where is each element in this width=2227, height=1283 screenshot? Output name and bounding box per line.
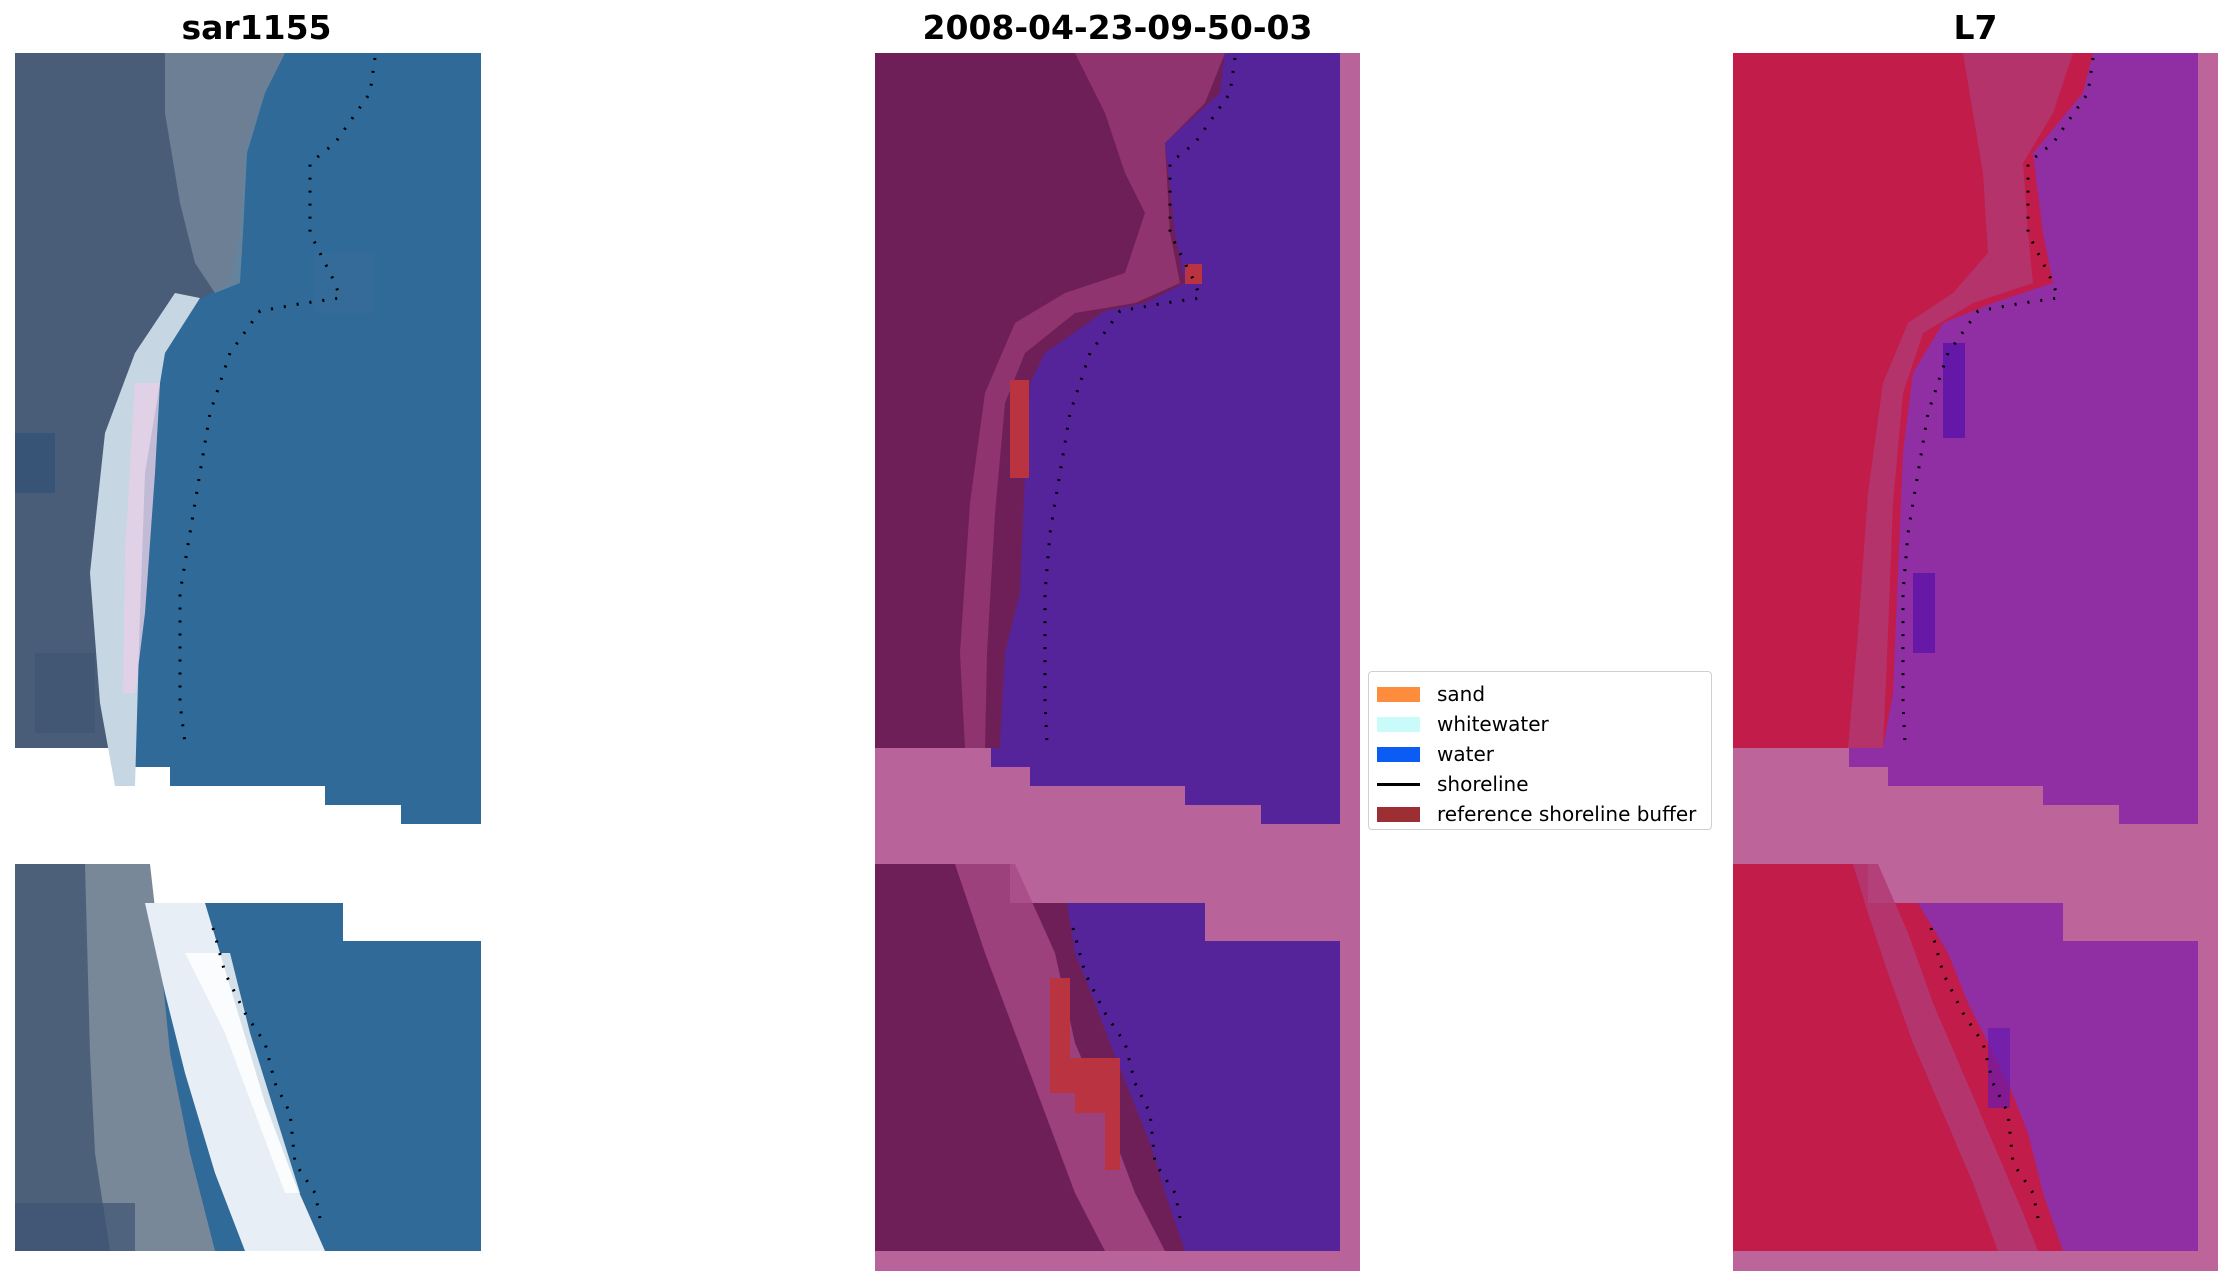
legend-label: shoreline (1437, 772, 1529, 796)
panel-title-index: L7 (1953, 8, 1998, 47)
reference-buffer-swatch (1377, 806, 1420, 822)
rgb-image-panel (15, 53, 481, 1255)
legend-item-whitewater: whitewater (1377, 709, 1703, 739)
shoreline-line-marker (1377, 782, 1420, 786)
rgb-lower-tile (15, 864, 481, 1251)
rgb-upper-tile (15, 53, 481, 824)
legend-label: water (1437, 742, 1494, 766)
sand-swatch (1377, 686, 1420, 702)
legend-label: whitewater (1437, 712, 1549, 736)
legend-item-reference-buffer: reference shoreline buffer (1377, 799, 1703, 829)
legend: sand whitewater water shoreline referenc… (1368, 671, 1712, 830)
legend-label: sand (1437, 682, 1486, 706)
panel-title-classified: 2008-04-23-09-50-03 (922, 8, 1313, 47)
legend-item-water: water (1377, 739, 1703, 769)
legend-label: reference shoreline buffer (1437, 802, 1697, 826)
legend-item-sand: sand (1377, 679, 1703, 709)
whitewater-swatch (1377, 716, 1420, 732)
index-image-panel (1733, 53, 2218, 1271)
classified-image-panel (875, 53, 1360, 1271)
water-swatch (1377, 746, 1420, 762)
rgb-image (15, 53, 481, 1251)
legend-item-shoreline: shoreline (1377, 769, 1703, 799)
index-image (1733, 53, 2218, 1271)
classified-image (875, 53, 1360, 1271)
panel-title-rgb: sar1155 (181, 8, 332, 47)
